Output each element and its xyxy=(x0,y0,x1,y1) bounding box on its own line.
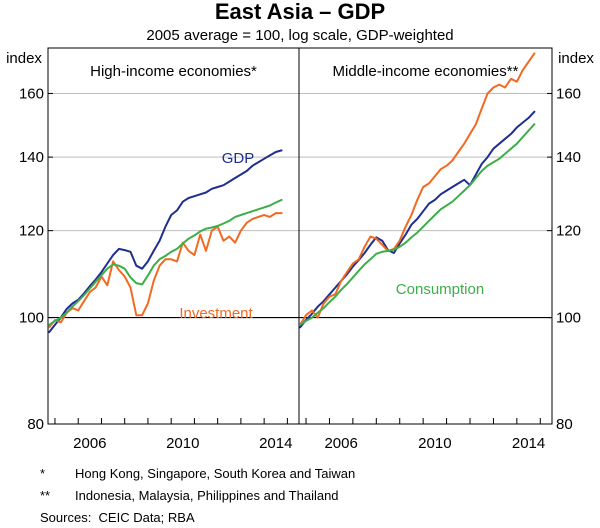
chart-title: East Asia – GDP xyxy=(215,0,385,24)
y-tick-label-right: 120 xyxy=(556,223,581,240)
y-tick-label-left: 100 xyxy=(19,310,44,327)
y-tick-label-left: 140 xyxy=(19,149,44,166)
panel-title-middle-income: Middle-income economies** xyxy=(333,63,519,80)
y-tick-label-right: 160 xyxy=(556,85,581,102)
series-line-consumption-panel-1 xyxy=(48,198,283,326)
y-unit-right: index xyxy=(558,50,594,67)
y-tick-label-right: 100 xyxy=(556,310,581,327)
series-label-consumption: Consumption xyxy=(396,281,484,298)
y-tick-label-right: 140 xyxy=(556,149,581,166)
x-tick-label: 2006 xyxy=(73,435,106,452)
x-tick-label: 2010 xyxy=(166,435,199,452)
x-tick-label: 2006 xyxy=(324,435,357,452)
plot-area: 80 80 100 100 120 120 140 140 160 160 2006 2010 2014… xyxy=(19,47,581,452)
panel-title-high-income: High-income economies* xyxy=(90,63,257,80)
y-tick-label-left: 120 xyxy=(19,223,44,240)
footnotes: * Hong Kong, Singapore, South Korea and … xyxy=(40,466,355,525)
y-tick-label-left: 160 xyxy=(19,85,44,102)
series-line-consumption-panel-2 xyxy=(299,123,536,326)
x-tick-label: 2010 xyxy=(418,435,451,452)
footnote-marker-2: ** xyxy=(40,488,50,503)
series-line-investment-panel-1 xyxy=(48,212,283,329)
y-tick-label-right: 80 xyxy=(556,416,573,433)
footnote-marker-1: * xyxy=(40,466,45,481)
plot-frame xyxy=(47,47,553,425)
series-line-investment-panel-2 xyxy=(299,52,536,326)
sources-note: Sources: CEIC Data; RBA xyxy=(40,510,195,525)
series-label-investment: Investment xyxy=(179,305,253,322)
x-tick-label: 2014 xyxy=(259,435,292,452)
footnote-text-1: Hong Kong, Singapore, South Korea and Ta… xyxy=(75,466,355,481)
series-line-gdp-panel-1 xyxy=(48,149,283,334)
x-tick-label: 2014 xyxy=(512,435,545,452)
y-unit-left: index xyxy=(6,50,42,67)
footnote-text-2: Indonesia, Malaysia, Philippines and Tha… xyxy=(75,488,339,503)
y-tick-label-left: 80 xyxy=(27,416,44,433)
series-label-gdp: GDP xyxy=(222,150,255,167)
chart-subtitle: 2005 average = 100, log scale, GDP-weigh… xyxy=(146,27,453,44)
